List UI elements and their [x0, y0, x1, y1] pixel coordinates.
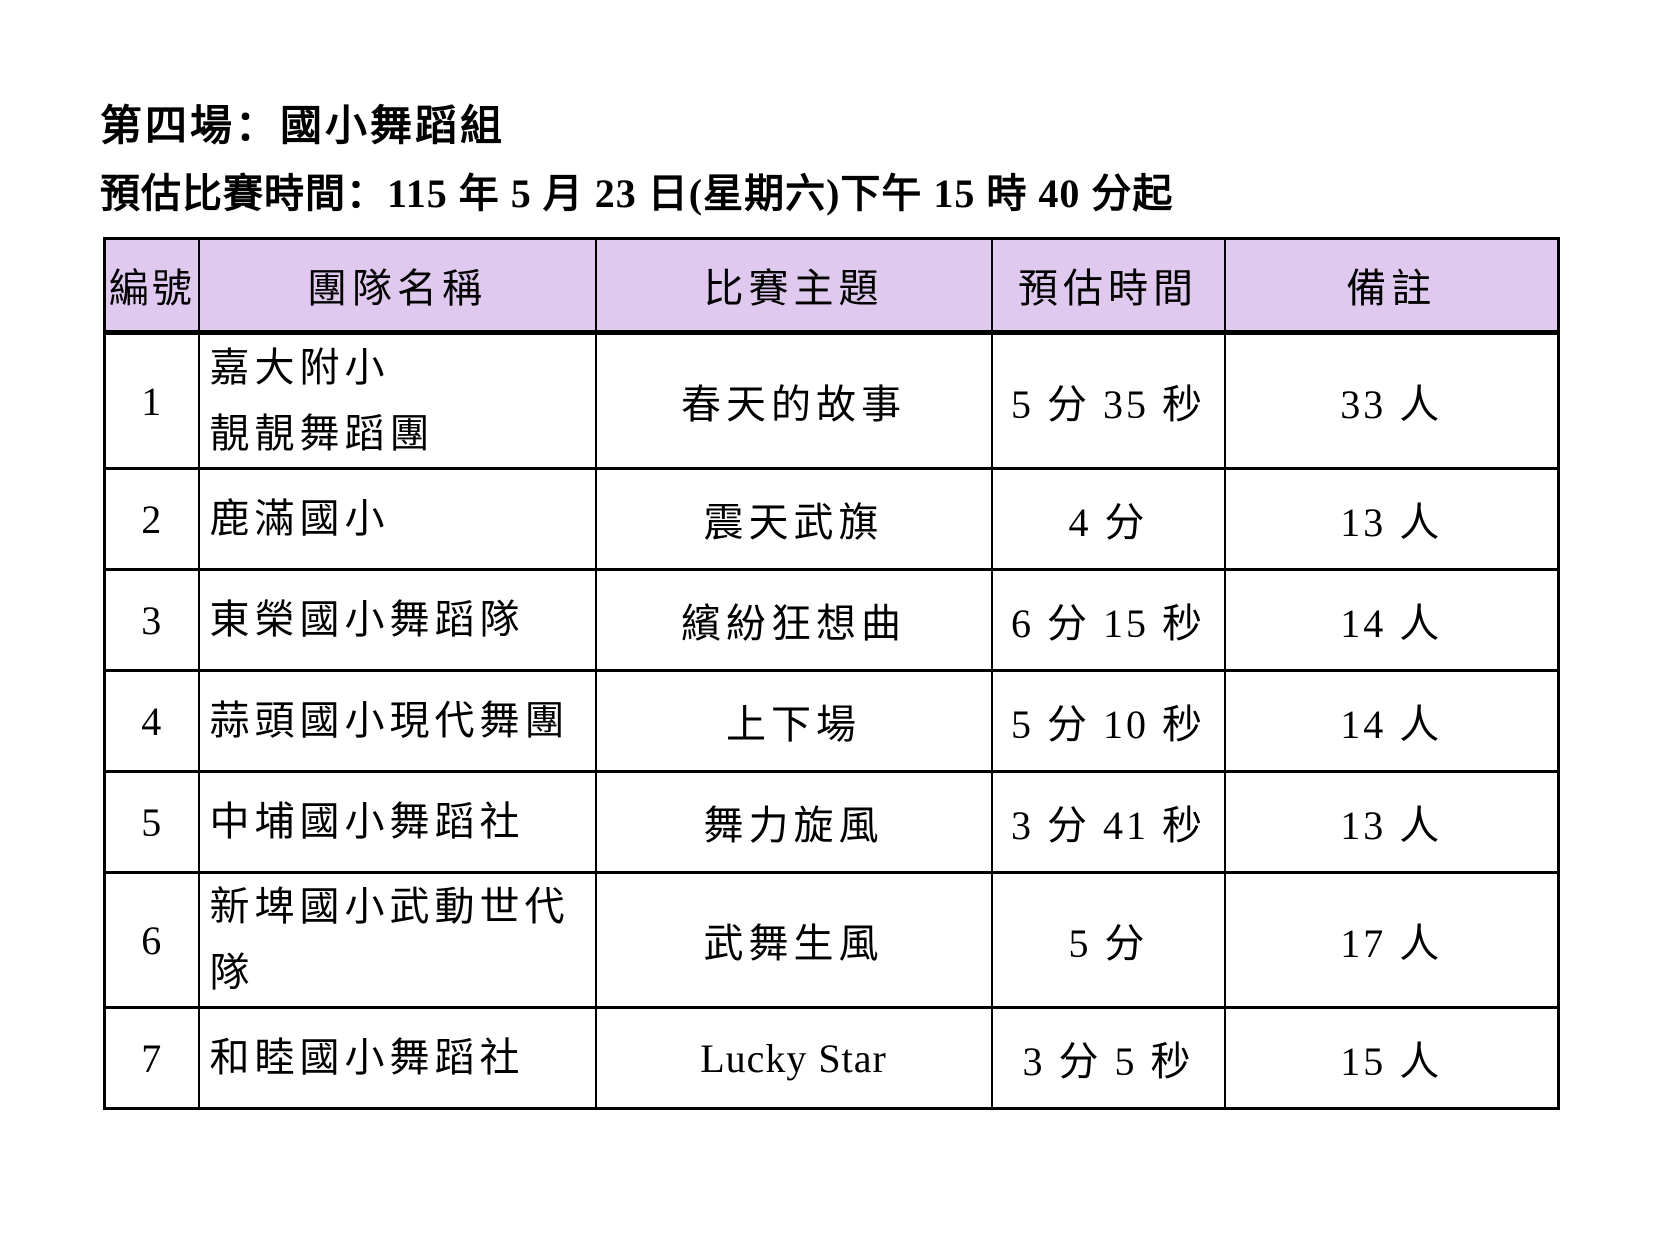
cell-est-time: 5 分 35 秒	[990, 331, 1226, 470]
session-title: 第四場：國小舞蹈組	[100, 104, 506, 150]
cell-remarks: 33 人	[1223, 331, 1560, 470]
cell-remarks: 13 人	[1223, 770, 1560, 874]
cell-number: 3	[103, 568, 200, 672]
col-header-theme: 比賽主題	[594, 237, 993, 335]
cell-est-time: 3 分 41 秒	[990, 770, 1226, 874]
cell-number: 5	[103, 770, 200, 874]
cell-team-name: 蒜頭國小現代舞團	[197, 669, 597, 773]
header-row: 編號 團隊名稱 比賽主題 預估時間 備註	[103, 237, 1560, 335]
cell-remarks: 14 人	[1223, 568, 1560, 672]
cell-remarks: 17 人	[1223, 871, 1560, 1009]
schedule-table: 編號 團隊名稱 比賽主題 預估時間 備註 1 嘉大附小 靚靚舞蹈團 春天的故事 …	[103, 237, 1560, 1110]
cell-theme: 武舞生風	[594, 871, 993, 1009]
cell-est-time: 3 分 5 秒	[990, 1006, 1226, 1110]
cell-number: 4	[103, 669, 200, 773]
estimated-time-line: 預估比賽時間：115 年 5 月 23 日(星期六)下午 15 時 40 分起	[100, 171, 1174, 216]
cell-est-time: 5 分	[990, 871, 1226, 1009]
table-row: 6 新埤國小武動世代隊 武舞生風 5 分 17 人	[103, 871, 1560, 1009]
table-row: 4 蒜頭國小現代舞團 上下場 5 分 10 秒 14 人	[103, 669, 1560, 773]
col-header-remarks: 備註	[1223, 237, 1560, 335]
col-header-team-name: 團隊名稱	[197, 237, 597, 335]
cell-est-time: 6 分 15 秒	[990, 568, 1226, 672]
cell-team-name: 新埤國小武動世代隊	[197, 871, 597, 1009]
table-row: 3 東榮國小舞蹈隊 繽紛狂想曲 6 分 15 秒 14 人	[103, 568, 1560, 672]
cell-est-time: 5 分 10 秒	[990, 669, 1226, 773]
cell-theme: 舞力旋風	[594, 770, 993, 874]
col-header-est-time: 預估時間	[990, 237, 1226, 335]
cell-number: 7	[103, 1006, 200, 1110]
cell-est-time: 4 分	[990, 467, 1226, 571]
cell-theme: 繽紛狂想曲	[594, 568, 993, 672]
cell-theme: 上下場	[594, 669, 993, 773]
cell-team-name: 和睦國小舞蹈社	[197, 1006, 597, 1110]
cell-remarks: 13 人	[1223, 467, 1560, 571]
cell-number: 6	[103, 871, 200, 1009]
table-row: 1 嘉大附小 靚靚舞蹈團 春天的故事 5 分 35 秒 33 人	[103, 331, 1560, 470]
cell-team-name: 嘉大附小 靚靚舞蹈團	[197, 331, 597, 470]
cell-team-name: 東榮國小舞蹈隊	[197, 568, 597, 672]
cell-remarks: 14 人	[1223, 669, 1560, 773]
cell-remarks: 15 人	[1223, 1006, 1560, 1110]
table-row: 5 中埔國小舞蹈社 舞力旋風 3 分 41 秒 13 人	[103, 770, 1560, 874]
cell-theme: 春天的故事	[594, 331, 993, 470]
cell-team-name: 中埔國小舞蹈社	[197, 770, 597, 874]
cell-theme: Lucky Star	[594, 1006, 993, 1110]
cell-theme: 震天武旗	[594, 467, 993, 571]
col-header-number: 編號	[103, 237, 200, 335]
table-row: 7 和睦國小舞蹈社 Lucky Star 3 分 5 秒 15 人	[103, 1006, 1560, 1110]
cell-number: 1	[103, 331, 200, 470]
cell-number: 2	[103, 467, 200, 571]
cell-team-name: 鹿滿國小	[197, 467, 597, 571]
table-row: 2 鹿滿國小 震天武旗 4 分 13 人	[103, 467, 1560, 571]
